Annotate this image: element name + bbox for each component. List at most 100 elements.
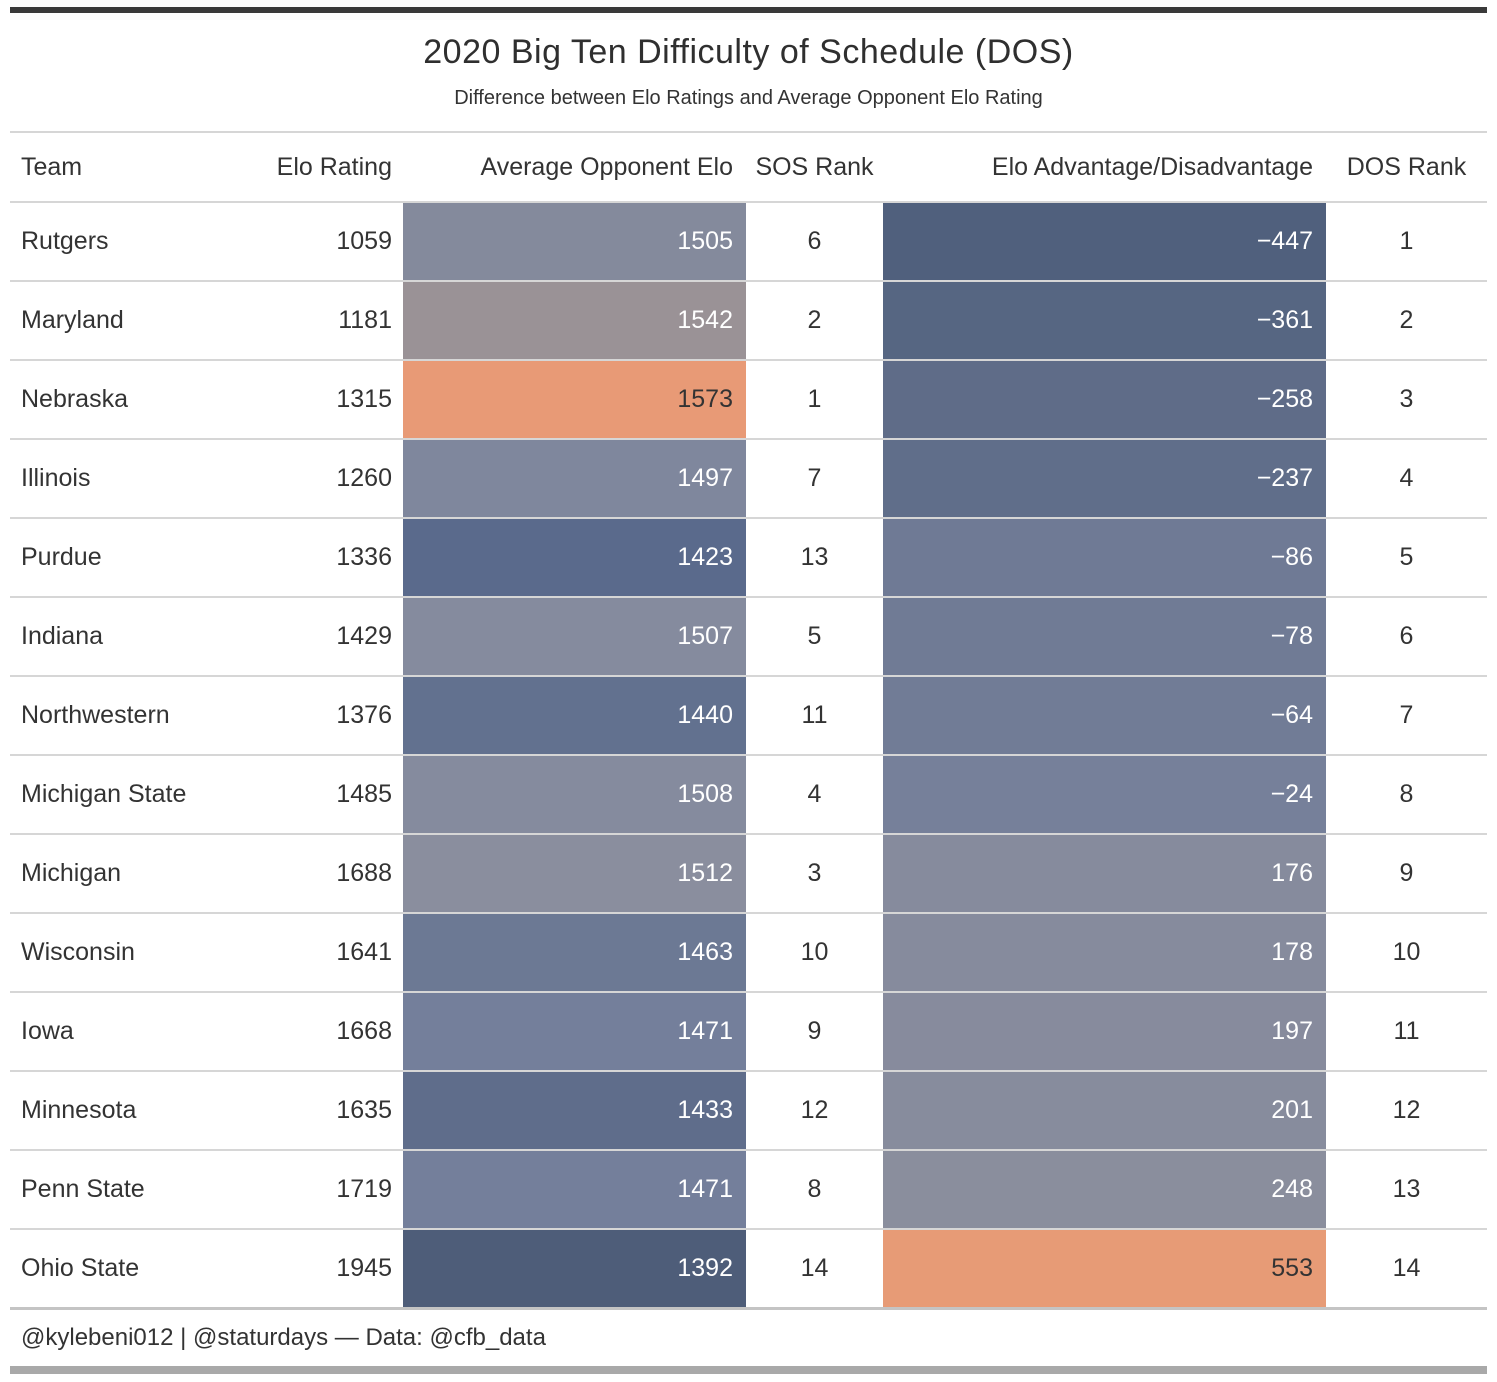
dos-rank-cell: 5 (1399, 543, 1414, 571)
sos-rank-cell: 12 (800, 1096, 829, 1124)
avg-opponent-elo-cell: 1433 (403, 1072, 746, 1149)
dos-rank-cell: 8 (1399, 780, 1414, 808)
sos-rank-cell: 1 (807, 385, 822, 413)
elo-rating-cell: 1719 (336, 1175, 392, 1203)
dos-rank-cell: 12 (1392, 1096, 1421, 1124)
avg-opponent-elo-cell: 1497 (403, 440, 746, 517)
elo-rating-cell: 1376 (336, 701, 392, 729)
elo-advantage-cell: 248 (883, 1151, 1326, 1228)
header-block: 2020 Big Ten Difficulty of Schedule (DOS… (10, 13, 1487, 131)
elo-advantage-cell: −24 (883, 756, 1326, 833)
avg-opponent-elo-cell: 1542 (403, 282, 746, 359)
elo-advantage-cell: −361 (883, 282, 1326, 359)
sos-rank-cell: 11 (801, 701, 828, 729)
avg-opponent-elo-cell: 1440 (403, 677, 746, 754)
avg-opponent-elo-cell: 1573 (403, 361, 746, 438)
sos-rank-cell: 7 (807, 464, 822, 492)
sos-rank-cell: 3 (807, 859, 822, 887)
table-row: Penn State 1719 1471 8 248 13 (10, 1149, 1487, 1228)
elo-advantage-cell: −78 (883, 598, 1326, 675)
dos-rank-cell: 1 (1399, 227, 1414, 255)
avg-opponent-elo-cell: 1392 (403, 1230, 746, 1307)
avg-opponent-elo-cell: 1423 (403, 519, 746, 596)
column-header-elo-advantage: Elo Advantage/Disadvantage (991, 152, 1313, 181)
elo-advantage-cell: −237 (883, 440, 1326, 517)
dos-rank-cell: 14 (1392, 1254, 1421, 1282)
sos-rank-cell: 14 (800, 1254, 829, 1282)
team-cell: Michigan State (21, 780, 187, 808)
elo-rating-cell: 1059 (336, 227, 392, 255)
team-cell: Rutgers (21, 227, 109, 255)
team-cell: Nebraska (21, 385, 128, 413)
team-cell: Minnesota (21, 1096, 137, 1124)
elo-rating-cell: 1429 (336, 622, 392, 650)
elo-rating-cell: 1641 (336, 938, 392, 966)
avg-opponent-elo-cell: 1505 (403, 203, 746, 280)
column-header-dos-rank: DOS Rank (1346, 152, 1467, 181)
footer: @kylebeni012 | @staturdays — Data: @cfb_… (10, 1307, 1487, 1366)
table-row: Illinois 1260 1497 7 −237 4 (10, 438, 1487, 517)
elo-advantage-cell: −64 (883, 677, 1326, 754)
team-cell: Maryland (21, 306, 124, 334)
table-row: Wisconsin 1641 1463 10 178 10 (10, 912, 1487, 991)
elo-rating-cell: 1485 (336, 780, 392, 808)
sos-rank-cell: 10 (800, 938, 829, 966)
elo-advantage-cell: −86 (883, 519, 1326, 596)
elo-rating-cell: 1688 (336, 859, 392, 887)
dos-rank-cell: 3 (1399, 385, 1414, 413)
dos-rank-cell: 2 (1399, 306, 1414, 334)
elo-advantage-cell: 178 (883, 914, 1326, 991)
elo-advantage-cell: 197 (883, 993, 1326, 1070)
table-row: Purdue 1336 1423 13 −86 5 (10, 517, 1487, 596)
bottom-rule (10, 1366, 1487, 1374)
table-row: Ohio State 1945 1392 14 553 14 (10, 1228, 1487, 1307)
elo-advantage-cell: −447 (883, 203, 1326, 280)
dos-rank-cell: 9 (1399, 859, 1414, 887)
dos-rank-cell: 4 (1399, 464, 1414, 492)
team-cell: Ohio State (21, 1254, 140, 1282)
team-cell: Indiana (21, 622, 104, 650)
sos-rank-cell: 8 (807, 1175, 822, 1203)
sos-rank-cell: 4 (807, 780, 822, 808)
page-title: 2020 Big Ten Difficulty of Schedule (DOS… (423, 33, 1074, 71)
elo-rating-cell: 1181 (338, 306, 392, 334)
avg-opponent-elo-cell: 1471 (403, 1151, 746, 1228)
elo-rating-cell: 1336 (336, 543, 392, 571)
header-top-rule (10, 131, 1487, 133)
avg-opponent-elo-cell: 1507 (403, 598, 746, 675)
table-row: Northwestern 1376 1440 11 −64 7 (10, 675, 1487, 754)
team-cell: Wisconsin (21, 938, 135, 966)
team-cell: Penn State (21, 1175, 145, 1203)
column-header-elo-rating: Elo Rating (276, 152, 392, 181)
footer-credit: @kylebeni012 | @staturdays — Data: @cfb_… (21, 1324, 546, 1351)
table-row: Iowa 1668 1471 9 197 11 (10, 991, 1487, 1070)
team-cell: Purdue (21, 543, 102, 571)
team-cell: Iowa (21, 1017, 74, 1045)
dos-rank-cell: 7 (1399, 701, 1414, 729)
avg-opponent-elo-cell: 1463 (403, 914, 746, 991)
sos-rank-cell: 2 (807, 306, 822, 334)
table-row: Maryland 1181 1542 2 −361 2 (10, 280, 1487, 359)
column-header-team: Team (21, 152, 83, 181)
column-header-average-opponent-elo: Average Opponent Elo (480, 152, 733, 181)
avg-opponent-elo-cell: 1508 (403, 756, 746, 833)
table-row: Michigan State 1485 1508 4 −24 8 (10, 754, 1487, 833)
elo-advantage-cell: 201 (883, 1072, 1326, 1149)
sos-rank-cell: 13 (800, 543, 829, 571)
table-row: Indiana 1429 1507 5 −78 6 (10, 596, 1487, 675)
table-rows: Rutgers 1059 1505 6 −447 1 Maryland 1181 1542 2 −3… (10, 201, 1487, 1307)
elo-advantage-cell: 553 (883, 1230, 1326, 1307)
avg-opponent-elo-cell: 1471 (403, 993, 746, 1070)
table-row: Minnesota 1635 1433 12 201 12 (10, 1070, 1487, 1149)
page-subtitle: Difference between Elo Ratings and Avera… (454, 87, 1043, 109)
dos-rank-cell: 13 (1392, 1175, 1421, 1203)
elo-rating-cell: 1668 (336, 1017, 392, 1045)
elo-rating-cell: 1635 (336, 1096, 392, 1124)
column-header-sos-rank: SOS Rank (755, 152, 874, 181)
team-cell: Illinois (21, 464, 91, 492)
dos-rank-cell: 6 (1399, 622, 1414, 650)
sos-rank-cell: 5 (807, 622, 822, 650)
elo-rating-cell: 1260 (336, 464, 392, 492)
sos-rank-cell: 6 (807, 227, 822, 255)
